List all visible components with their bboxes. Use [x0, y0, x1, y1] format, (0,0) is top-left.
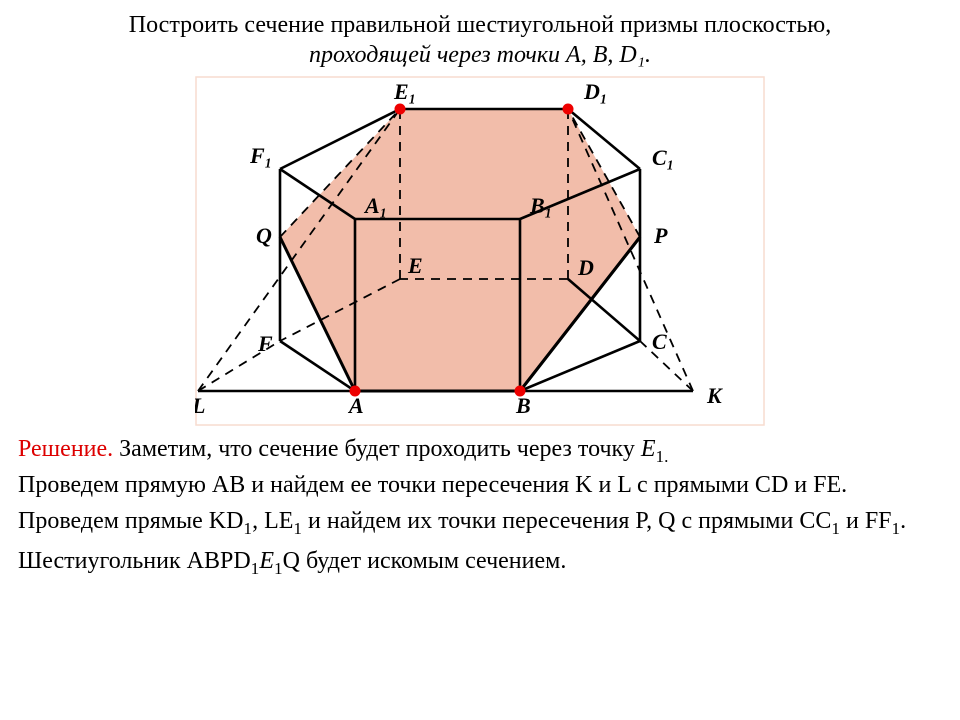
solution-paragraph-3: Проведем прямые KD1, LE1 и найдем их точ…: [18, 503, 942, 543]
solution-paragraph-1: Решение. Заметим, что сечение будет прох…: [18, 434, 942, 467]
label-A1: A₁: [363, 193, 387, 218]
marker-E1: [395, 104, 406, 115]
label-E1: E₁: [393, 79, 416, 104]
solution-block: Решение. Заметим, что сечение будет прох…: [18, 434, 942, 579]
label-Q: Q: [256, 223, 272, 248]
label-C: C: [652, 329, 667, 354]
label-L: L: [195, 393, 205, 418]
label-B: B: [515, 393, 531, 418]
prism-diagram: E₁ D₁ F₁ C₁ A₁ B₁ Q P E D F C A B L K: [195, 76, 765, 426]
solution-paragraph-2: Проведем прямую AB и найдем ее точки пер…: [18, 470, 942, 500]
label-A: A: [347, 393, 364, 418]
label-D1: D₁: [583, 79, 608, 104]
marker-D1: [563, 104, 574, 115]
solution-paragraph-4: Шестиугольник ABPD1E1Q будет искомым сеч…: [18, 546, 942, 579]
label-K: K: [706, 383, 723, 408]
solution-label: Решение.: [18, 436, 119, 462]
title-line1: Построить сечение правильной шестиугольн…: [129, 12, 832, 38]
label-C1: C₁: [652, 145, 674, 170]
label-F: F: [257, 331, 273, 356]
title: Построить сечение правильной шестиугольн…: [18, 10, 942, 70]
label-P: P: [653, 223, 668, 248]
label-F1: F₁: [249, 143, 272, 168]
label-D: D: [577, 255, 594, 280]
title-line2: проходящей через точки A, B, D₁.: [309, 42, 651, 68]
label-E: E: [407, 253, 423, 278]
label-B1: B₁: [529, 193, 552, 218]
